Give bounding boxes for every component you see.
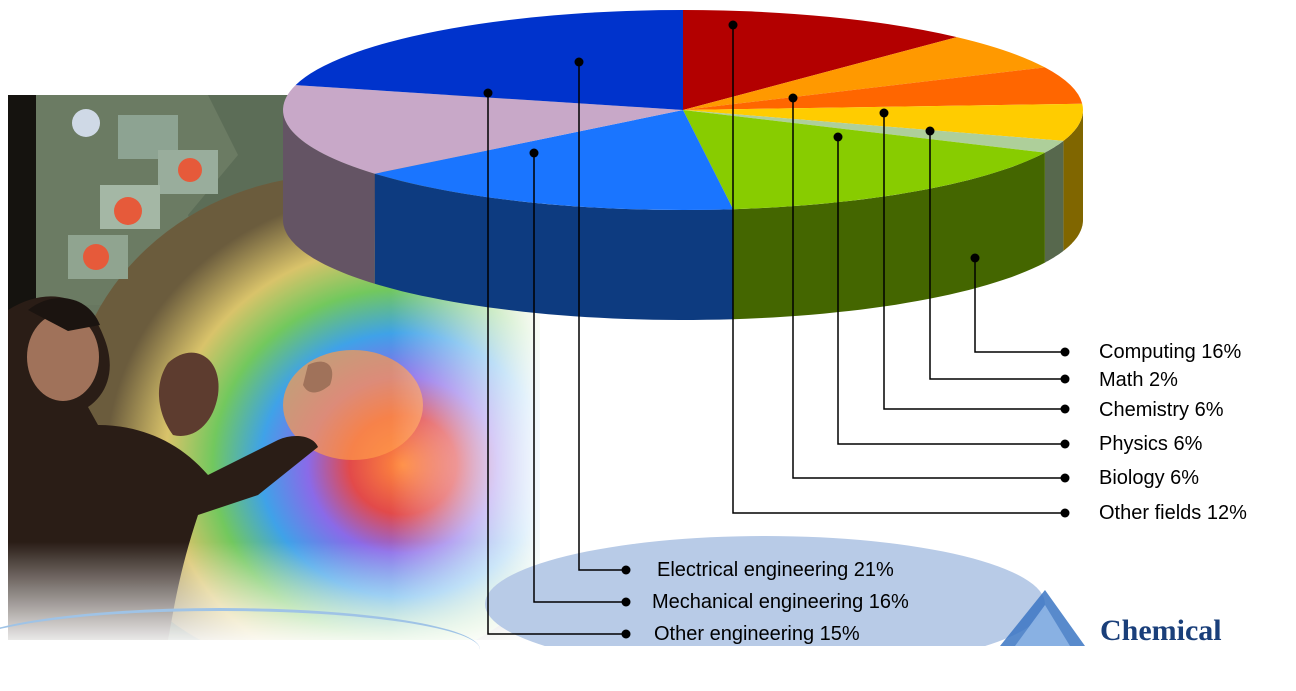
pie-top-slices [283, 10, 1083, 210]
leader-dot-computing-start [970, 253, 980, 263]
callout-leaders [483, 20, 1070, 639]
leader-dot-math-end [1060, 374, 1070, 384]
leader-dot-biology-end [1060, 473, 1070, 483]
legend-biology: Biology 6% [1099, 467, 1200, 489]
pie-chart [283, 10, 1085, 646]
pie-side-math [1044, 140, 1064, 263]
leader-dot-mechanical-engineering-end [621, 597, 631, 607]
leader-dot-other-fields-end [1060, 508, 1070, 518]
pie-side-mechanical-engineering [374, 173, 734, 320]
leader-dot-other-engineering-start [483, 88, 493, 98]
legend-electrical-engineering: Electrical engineering 21% [657, 559, 894, 581]
chemical-logo-text: Chemical [1100, 614, 1222, 647]
pie-slice-other-fields [683, 10, 957, 110]
pie-side-physics [1063, 110, 1083, 251]
leader-dot-other-engineering-end [621, 629, 631, 639]
pie-slice-physics [683, 103, 1083, 141]
legend-computing: Computing 16% [1099, 341, 1242, 363]
leader-dot-other-fields-start [728, 20, 738, 30]
legend-other-engineering: Other engineering 15% [654, 623, 860, 645]
leader-biology [792, 98, 1065, 479]
logo-emblem [1000, 590, 1085, 646]
leader-computing [974, 258, 1065, 353]
pie-slice-math [683, 110, 1064, 153]
leader-mechanical-engineering [533, 153, 626, 603]
leader-dot-computing-end [1060, 347, 1070, 357]
legend-other-fields: Other fields 12% [1099, 502, 1247, 524]
leader-math [929, 131, 1065, 380]
pie-side-computing [733, 152, 1045, 320]
legend-mechanical-engineering: Mechanical engineering 16% [652, 591, 909, 613]
decorative-swoosh [0, 608, 480, 691]
leader-other-fields [732, 25, 1065, 514]
legend-physics: Physics 6% [1099, 433, 1203, 455]
pie-side-walls [283, 110, 1083, 320]
leader-dot-electrical-engineering-end [621, 565, 631, 575]
chart-stage: Computing 16% Math 2% Chemistry 6% Physi… [0, 10, 1247, 647]
leader-dot-physics-start [833, 132, 843, 142]
pie-slice-electrical-engineering [295, 10, 683, 110]
leader-dot-math-start [925, 126, 935, 136]
pie-side-other-engineering [283, 110, 375, 284]
legend-chemistry: Chemistry 6% [1099, 399, 1224, 421]
leader-dot-physics-end [1060, 439, 1070, 449]
pie-slice-mechanical-engineering [374, 110, 734, 210]
leader-dot-electrical-engineering-start [574, 57, 584, 67]
pie-slice-other-engineering [283, 85, 683, 174]
leader-dot-biology-start [788, 93, 798, 103]
leader-chemistry [883, 113, 1065, 410]
leader-other-engineering [487, 93, 626, 635]
leader-dot-mechanical-engineering-start [529, 148, 539, 158]
engineering-callout-ellipse [485, 536, 1045, 646]
pie-slice-biology [683, 37, 1045, 110]
leader-dot-chemistry-start [879, 108, 889, 118]
leader-electrical-engineering [578, 62, 626, 571]
leader-dot-chemistry-end [1060, 404, 1070, 414]
pie-slice-computing [683, 110, 1045, 210]
pie-slice-chemistry [683, 67, 1083, 110]
leader-physics [837, 137, 1065, 445]
legend-math: Math 2% [1099, 369, 1178, 391]
